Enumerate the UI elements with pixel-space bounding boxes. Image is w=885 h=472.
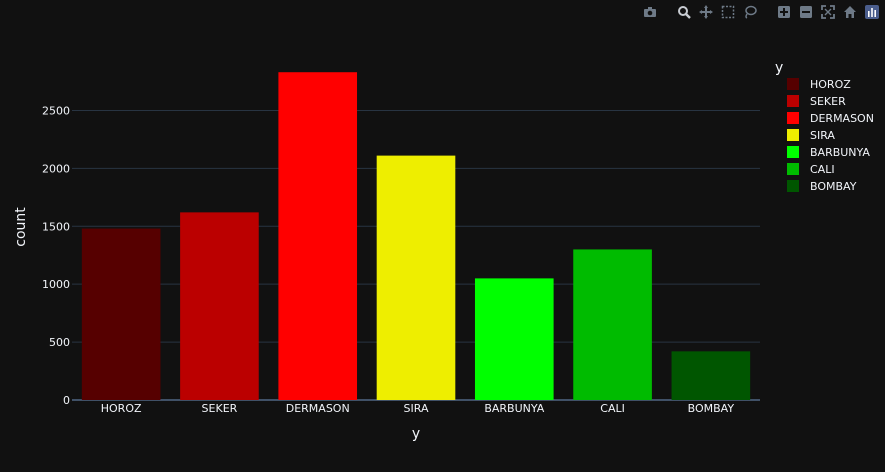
legend-swatch	[787, 112, 799, 124]
y-tick-label: 500	[49, 336, 70, 349]
legend-label: HOROZ	[810, 78, 851, 91]
legend-label: BARBUNYA	[810, 146, 870, 159]
zoom-out-icon[interactable]	[797, 4, 815, 20]
x-axis-ticks: HOROZ SEKER DERMASON SIRA BARBUNYA CALI BOMBAY	[101, 402, 735, 415]
x-tick-label: SEKER	[202, 402, 238, 415]
y-tick-label: 2500	[42, 104, 70, 117]
legend-swatch	[787, 95, 799, 107]
legend-swatch	[787, 146, 799, 158]
x-tick-label: HOROZ	[101, 402, 142, 415]
plotly-logo-icon[interactable]	[863, 4, 881, 20]
y-tick-label: 1000	[42, 278, 70, 291]
modebar	[641, 4, 885, 20]
legend-label: CALI	[810, 163, 835, 176]
bar-horoz[interactable]	[81, 228, 161, 400]
bar-barbunya[interactable]	[474, 278, 554, 400]
legend-swatch	[787, 78, 799, 90]
bar-dermason[interactable]	[278, 72, 358, 400]
legend-item-barbunya[interactable]: BARBUNYA	[787, 146, 870, 159]
zoom-icon[interactable]	[675, 4, 693, 20]
autoscale-icon[interactable]	[819, 4, 837, 20]
x-tick-label: BARBUNYA	[484, 402, 544, 415]
zoom-in-icon[interactable]	[775, 4, 793, 20]
legend-label: DERMASON	[810, 112, 874, 125]
x-tick-label: CALI	[600, 402, 625, 415]
x-axis-title: y	[412, 426, 420, 442]
bar-cali[interactable]	[573, 249, 652, 400]
legend-item-bombay[interactable]: BOMBAY	[787, 180, 857, 193]
y-tick-label: 1500	[42, 220, 70, 233]
legend-label: SIRA	[810, 129, 835, 142]
legend-item-seker[interactable]: SEKER	[787, 95, 846, 108]
bars	[81, 72, 751, 400]
lasso-icon[interactable]	[741, 4, 759, 20]
legend-item-cali[interactable]: CALI	[787, 163, 835, 176]
legend-item-horoz[interactable]: HOROZ	[787, 78, 851, 91]
bar-seker[interactable]	[180, 212, 259, 400]
legend-swatch	[787, 129, 799, 141]
legend-swatch	[787, 180, 799, 192]
legend-item-sira[interactable]: SIRA	[787, 129, 835, 142]
legend-title: y	[775, 60, 783, 76]
home-icon[interactable]	[841, 4, 859, 20]
bar-bombay[interactable]	[671, 351, 751, 400]
legend-label: BOMBAY	[810, 180, 857, 193]
legend-label: SEKER	[810, 95, 846, 108]
camera-icon[interactable]	[641, 4, 659, 20]
box-select-icon[interactable]	[719, 4, 737, 20]
x-tick-label: SIRA	[404, 402, 429, 415]
y-axis-title: count	[13, 207, 29, 247]
legend: y HOROZ SEKER DERMASON SIRA BARBUNYA CALI BOMB…	[775, 60, 874, 193]
bar-sira[interactable]	[376, 155, 456, 400]
x-tick-label: DERMASON	[286, 402, 350, 415]
x-tick-label: BOMBAY	[688, 402, 735, 415]
y-tick-label: 2000	[42, 162, 70, 175]
pan-icon[interactable]	[697, 4, 715, 20]
y-axis-ticks: 0 500 1000 1500 2000 2500	[42, 104, 70, 407]
y-tick-label: 0	[63, 394, 70, 407]
legend-item-dermason[interactable]: DERMASON	[787, 112, 874, 125]
legend-swatch	[787, 163, 799, 175]
